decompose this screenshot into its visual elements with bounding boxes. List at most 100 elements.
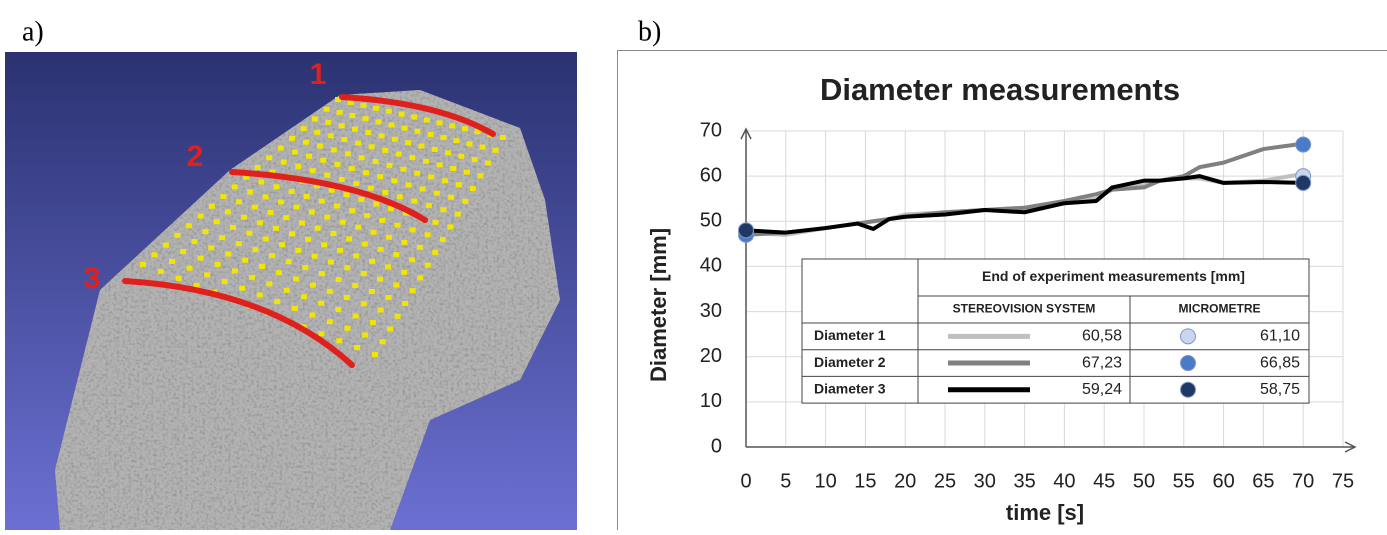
tracking-point <box>327 319 333 324</box>
tracking-point <box>382 190 388 195</box>
tracking-point <box>163 243 169 248</box>
x-tick-label: 55 <box>1173 470 1195 492</box>
tracking-point <box>319 271 325 276</box>
tracking-point <box>191 239 197 244</box>
tracking-point <box>222 279 228 284</box>
tracking-point <box>276 270 282 275</box>
tracking-point <box>257 220 263 225</box>
tracking-point <box>309 210 315 215</box>
x-tick-label: 50 <box>1133 470 1155 492</box>
tracking-point <box>402 301 408 306</box>
tracking-point <box>479 145 485 150</box>
tracking-point <box>411 115 417 120</box>
tracking-point <box>359 155 365 160</box>
tracking-point <box>225 252 231 257</box>
tracking-point <box>318 331 324 336</box>
tracking-point <box>458 154 464 159</box>
tracking-point <box>315 226 321 231</box>
tracking-point <box>386 163 392 168</box>
panel-label: b) <box>638 16 661 47</box>
tracking-point <box>393 252 399 257</box>
tracking-point <box>252 247 258 252</box>
tracking-point <box>354 345 360 350</box>
tracking-point <box>369 289 375 294</box>
tracking-point <box>425 263 431 268</box>
tracking-point <box>373 159 379 164</box>
tracking-point <box>273 184 279 189</box>
tracking-point <box>346 236 352 241</box>
y-tick-label: 10 <box>700 390 722 412</box>
tracking-point <box>263 194 269 199</box>
tracking-point <box>214 219 220 224</box>
tracking-point <box>377 174 383 179</box>
tracking-point <box>391 178 397 183</box>
tracking-point <box>341 137 347 142</box>
tracking-point <box>278 199 284 204</box>
tracking-point <box>339 123 345 128</box>
tracking-point <box>299 220 305 225</box>
tracking-point <box>362 242 368 247</box>
tracking-point <box>169 259 175 264</box>
tracking-point <box>440 207 446 212</box>
tracking-point <box>337 248 343 253</box>
tracking-point <box>397 194 403 199</box>
tracking-point <box>289 189 295 194</box>
x-tick-label: 40 <box>1053 470 1075 492</box>
tracking-point <box>303 140 309 145</box>
tracking-point <box>286 259 292 264</box>
tracking-point <box>319 199 325 204</box>
tracking-point <box>373 106 379 111</box>
tracking-point <box>334 203 340 208</box>
tracking-point <box>396 152 402 157</box>
tracking-point <box>232 184 238 189</box>
tracking-point <box>437 120 443 125</box>
tracking-point <box>389 122 395 127</box>
tracking-point <box>420 187 426 192</box>
tracking-point <box>464 170 470 175</box>
curve-label: 2 <box>187 140 204 173</box>
y-tick-label: 0 <box>711 435 722 457</box>
table-cell: 67,23 <box>1082 354 1122 371</box>
tracking-point <box>317 144 323 149</box>
tracking-point <box>369 144 375 149</box>
tracking-point <box>306 154 312 159</box>
tracking-point <box>151 252 157 257</box>
tracking-point <box>220 194 226 199</box>
tracking-point <box>208 245 214 250</box>
table-title: End of experiment measurements [mm] <box>982 268 1245 284</box>
tracking-point <box>174 233 180 238</box>
tracking-point <box>500 135 506 140</box>
curve-label: 3 <box>84 262 101 295</box>
tracking-point <box>266 281 272 286</box>
tracking-point <box>246 231 252 236</box>
x-tick-label: 5 <box>780 470 791 492</box>
tracking-point <box>334 162 340 167</box>
tracking-point <box>450 166 456 171</box>
x-tick-label: 20 <box>894 470 916 492</box>
tracking-point <box>472 157 478 162</box>
chart-title: Diameter measurements <box>820 72 1180 107</box>
tracking-point <box>293 276 299 281</box>
tracking-point <box>417 245 423 250</box>
tracking-point <box>353 181 359 186</box>
tracking-point <box>241 215 247 220</box>
tracking-point <box>425 232 431 237</box>
legend-label: Diameter 2 <box>814 354 886 370</box>
tracking-point <box>376 119 382 124</box>
tracking-point <box>409 257 415 262</box>
tracking-point <box>283 215 289 220</box>
tracking-point <box>301 126 307 131</box>
x-tick-label: 35 <box>1013 470 1035 492</box>
tracking-point <box>310 168 316 173</box>
tracking-point <box>385 264 391 269</box>
table-column-header: STEREOVISION SYSTEM <box>953 302 1096 316</box>
tracking-point <box>386 235 392 240</box>
tracking-point <box>349 166 355 171</box>
tracking-point <box>437 162 443 167</box>
tracking-point <box>363 170 369 175</box>
tracking-point <box>492 148 498 153</box>
tracking-point <box>324 215 330 220</box>
y-tick-label: 70 <box>700 119 722 141</box>
table-cell: 61,10 <box>1260 328 1300 345</box>
x-axis-label: time [s] <box>1006 500 1084 525</box>
